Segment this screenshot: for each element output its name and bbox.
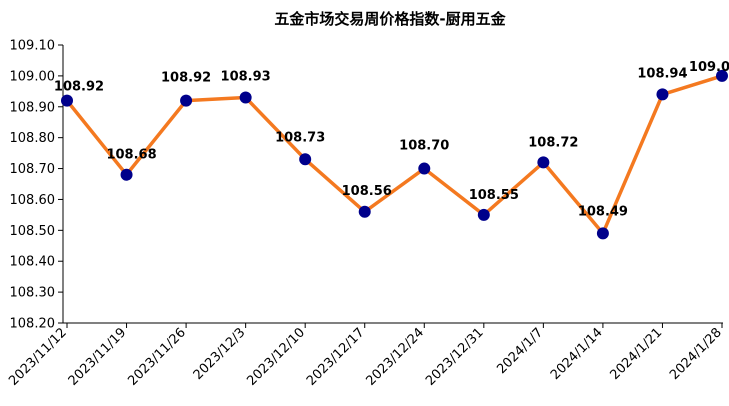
data-point [61, 94, 73, 107]
data-label: 108.93 [221, 70, 271, 85]
x-tick-label: 2023/12/17 [304, 325, 368, 389]
x-tick-label: 2023/11/19 [66, 325, 130, 389]
data-label: 108.70 [399, 139, 449, 154]
y-tick-label: 108.90 [10, 100, 56, 115]
x-tick-label: 2023/12/31 [423, 325, 487, 389]
data-point [299, 153, 312, 166]
x-tick-label: 2023/11/26 [125, 325, 189, 389]
series-line [65, 74, 723, 236]
data-point [239, 91, 252, 104]
series-markers [61, 69, 728, 240]
y-tick-label: 108.60 [10, 193, 56, 208]
x-tick-label: 2023/11/12 [6, 325, 70, 389]
y-tick-label: 109.10 [10, 39, 56, 54]
y-axis: 108.20 108.30 108.40 108.50 108.60 108.70 108.… [10, 39, 64, 332]
data-label: 108.49 [578, 204, 628, 219]
y-tick-label: 108.80 [10, 131, 56, 146]
y-tick-label: 108.50 [10, 224, 56, 239]
data-label: 108.92 [161, 71, 211, 86]
data-point [716, 69, 728, 82]
data-label: 108.56 [342, 184, 392, 199]
data-label: 108.68 [106, 148, 156, 163]
data-label: 108.72 [528, 135, 578, 150]
x-tick-label: 2023/12/10 [244, 325, 308, 389]
x-tick-label: 2023/12/24 [364, 325, 428, 389]
x-tick-label: 2024/1/7 [494, 325, 546, 377]
y-tick-label: 108.20 [10, 317, 56, 332]
data-label: 108.92 [54, 80, 104, 95]
data-point [596, 227, 609, 240]
data-point [537, 156, 550, 169]
data-label: 108.94 [637, 66, 687, 81]
x-tick-label: 2024/1/21 [608, 325, 666, 383]
y-tick-label: 108.70 [10, 162, 56, 177]
data-label: 108.73 [275, 130, 325, 145]
data-labels: 108.92 108.68 108.92 108.93 108.73 108.56 108.… [54, 60, 729, 220]
x-tick-label: 2024/1/28 [667, 325, 725, 383]
data-label: 109.00 [689, 60, 729, 75]
data-label: 108.55 [469, 188, 519, 203]
y-tick-label: 108.40 [10, 255, 56, 270]
data-point [358, 205, 371, 218]
data-point [180, 94, 193, 107]
chart-title: 五金市场交易周价格指数-厨用五金 [274, 10, 506, 28]
data-point [477, 208, 490, 221]
y-tick-label: 108.30 [10, 286, 56, 301]
x-tick-label: 2024/1/14 [548, 325, 606, 383]
data-point [418, 162, 431, 175]
y-tick-label: 109.00 [10, 69, 56, 84]
series-line-group [65, 74, 723, 236]
data-point [656, 88, 669, 101]
x-tick-label: 2023/12/3 [191, 325, 249, 383]
data-point [120, 168, 133, 181]
